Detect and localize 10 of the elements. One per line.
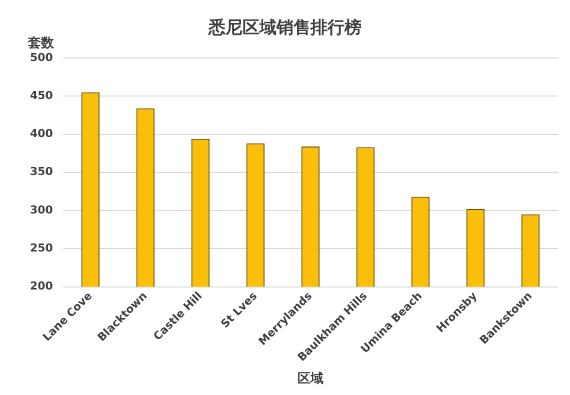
y-axis-title: 套数: [28, 35, 54, 52]
y-tick-label: 300: [30, 203, 54, 216]
x-axis-title: 区域: [297, 372, 324, 387]
y-tick-label: 200: [30, 280, 54, 293]
y-tick-label: 450: [30, 88, 54, 102]
y-tick-label: 400: [30, 127, 54, 140]
chart-title: 悉尼区域销售排行榜: [208, 18, 362, 38]
y-tick-label: 500: [30, 50, 54, 64]
y-tick-label: 250: [30, 242, 54, 255]
y-tick-label: 350: [30, 165, 54, 178]
